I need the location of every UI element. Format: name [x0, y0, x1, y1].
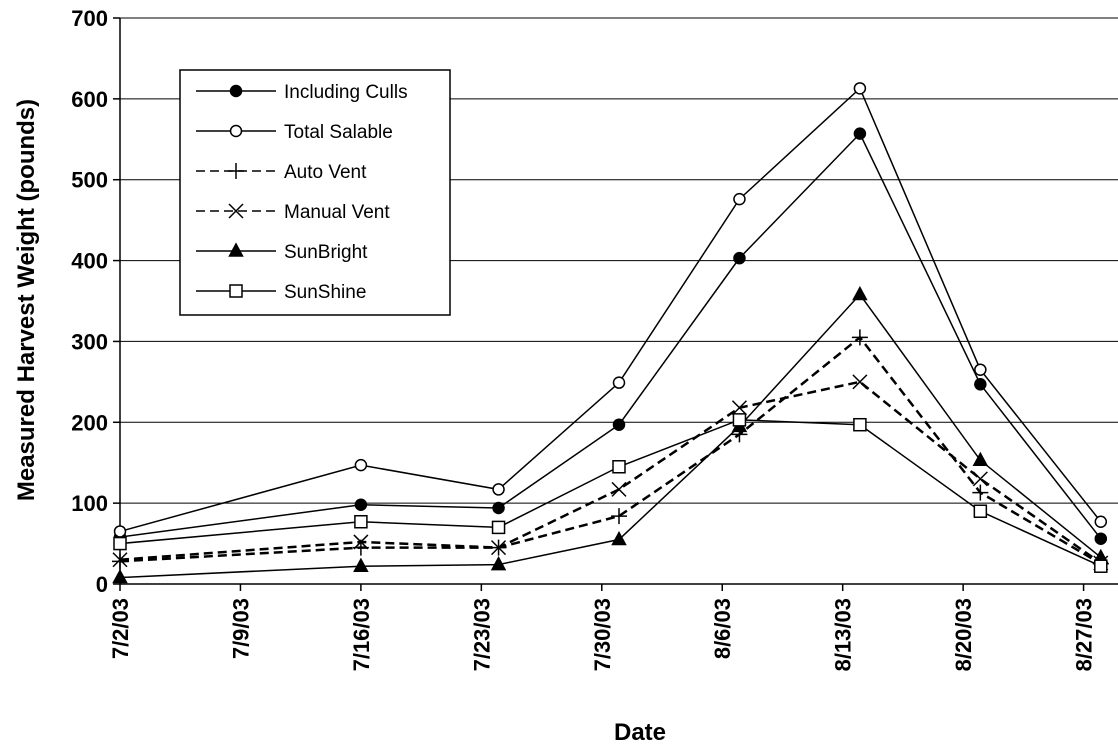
point	[112, 553, 128, 570]
legend-marker	[228, 203, 244, 219]
legend-marker	[229, 84, 243, 98]
series-line	[119, 419, 1102, 567]
x-tick-label: 8/27/03	[1072, 598, 1097, 671]
point	[491, 520, 506, 535]
point	[112, 552, 128, 568]
point	[1094, 559, 1108, 573]
x-tick-label: 7/30/03	[590, 598, 615, 671]
series-line	[119, 132, 1102, 540]
point	[972, 484, 989, 501]
legend-marker	[228, 242, 244, 257]
series-line	[119, 87, 1102, 533]
series-line	[119, 335, 1102, 565]
x-tick-label: 8/20/03	[951, 598, 976, 671]
series-line	[119, 380, 1102, 565]
x-axis-title: Date	[614, 719, 666, 746]
x-tick-label: 7/2/03	[108, 598, 133, 659]
point	[611, 481, 627, 497]
x-tick-label: 8/13/03	[831, 598, 856, 671]
point	[853, 82, 867, 95]
y-tick-label: 400	[71, 249, 108, 274]
legend: Including Culls Total Salable Auto Vent Man…	[179, 69, 451, 316]
point	[353, 557, 369, 572]
point	[492, 501, 505, 515]
point	[354, 458, 368, 472]
legend-box	[179, 69, 451, 316]
point	[973, 504, 988, 518]
y-tick-label: 0	[96, 572, 108, 597]
y-tick-label: 100	[71, 491, 108, 516]
point	[612, 376, 626, 389]
legend-label: SunShine	[284, 282, 366, 303]
point	[612, 418, 626, 431]
point	[853, 417, 867, 432]
point	[852, 374, 868, 390]
y-tick-label: 700	[71, 6, 108, 31]
point	[611, 508, 627, 525]
point	[354, 498, 368, 512]
point	[113, 525, 127, 538]
point	[974, 363, 987, 376]
legend-label: Including Culls	[284, 82, 408, 103]
point	[113, 536, 127, 551]
point	[853, 127, 867, 140]
point	[852, 285, 868, 301]
legend-label: Auto Vent	[284, 162, 367, 183]
x-tick-label: 8/6/03	[710, 598, 735, 659]
legend-marker	[229, 124, 243, 138]
point	[490, 556, 507, 571]
legend-marker	[229, 284, 243, 298]
point	[612, 460, 626, 474]
y-tick-label: 200	[71, 410, 108, 435]
y-tick-label: 300	[71, 329, 108, 354]
point	[1094, 532, 1108, 545]
point	[491, 540, 507, 556]
point	[974, 378, 987, 391]
legend-marker	[228, 163, 244, 179]
point	[851, 329, 868, 346]
point	[112, 568, 128, 584]
x-tick-label: 7/16/03	[349, 598, 374, 671]
point	[354, 514, 368, 529]
series-line	[119, 293, 1102, 579]
x-tick-label: 7/9/03	[228, 598, 253, 659]
legend-label: Manual Vent	[284, 202, 390, 223]
legend-label: Total Salable	[284, 122, 393, 143]
point	[732, 413, 747, 427]
point	[733, 192, 746, 206]
legend-label: SunBright	[284, 242, 368, 263]
x-tick-label: 7/23/03	[469, 598, 494, 671]
point	[733, 251, 746, 265]
y-tick-label: 500	[71, 168, 108, 193]
point	[1094, 515, 1108, 528]
point	[353, 534, 369, 550]
point	[972, 471, 988, 487]
point	[972, 451, 989, 467]
point	[731, 400, 747, 416]
point	[611, 530, 627, 546]
point	[492, 483, 505, 496]
y-axis-title: Measured Harvest Weight (pounds)	[13, 99, 40, 501]
y-tick-label: 600	[71, 87, 108, 112]
